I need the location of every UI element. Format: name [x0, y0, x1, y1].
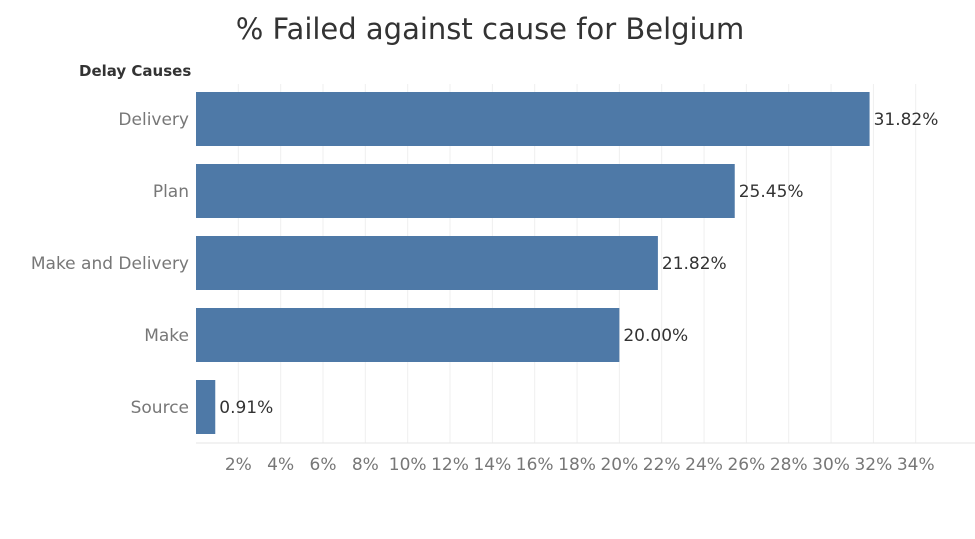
- category-label: Source: [131, 398, 189, 418]
- x-tick-label: 6%: [310, 455, 337, 475]
- value-label: 0.91%: [219, 398, 273, 418]
- bars: [196, 92, 870, 434]
- value-label: 31.82%: [874, 110, 939, 130]
- category-label: Delivery: [118, 110, 189, 130]
- x-tick-label: 22%: [643, 455, 681, 475]
- x-tick-label: 24%: [685, 455, 723, 475]
- x-tick-label: 32%: [854, 455, 892, 475]
- x-tick-label: 10%: [389, 455, 427, 475]
- x-tick-label: 4%: [267, 455, 294, 475]
- bar[interactable]: [196, 236, 658, 290]
- value-label: 21.82%: [662, 254, 727, 274]
- x-tick-label: 30%: [812, 455, 850, 475]
- bar[interactable]: [196, 92, 870, 146]
- category-label: Plan: [153, 182, 189, 202]
- x-tick-label: 26%: [727, 455, 765, 475]
- x-tick-label: 8%: [352, 455, 379, 475]
- x-tick-label: 34%: [897, 455, 935, 475]
- bar[interactable]: [196, 308, 620, 362]
- x-tick-label: 14%: [473, 455, 511, 475]
- value-label: 25.45%: [739, 182, 804, 202]
- labels: 2% 4% 6% 8% 10% 12% 14% 16% 18% 20% 22% 24% 26% 28% 30…: [31, 110, 939, 475]
- category-label: Make: [144, 326, 189, 346]
- bar[interactable]: [196, 164, 735, 218]
- x-tick-label: 28%: [770, 455, 808, 475]
- x-tick-label: 2%: [225, 455, 252, 475]
- x-tick-label: 12%: [431, 455, 469, 475]
- chart-title: % Failed against cause for Belgium: [235, 12, 745, 46]
- x-tick-label: 18%: [558, 455, 596, 475]
- bar[interactable]: [196, 380, 216, 434]
- category-label: Make and Delivery: [31, 254, 189, 274]
- x-tick-label: 20%: [600, 455, 638, 475]
- value-label: 20.00%: [623, 326, 688, 346]
- x-tick-label: 16%: [516, 455, 554, 475]
- row-header: Delay Causes: [79, 62, 192, 80]
